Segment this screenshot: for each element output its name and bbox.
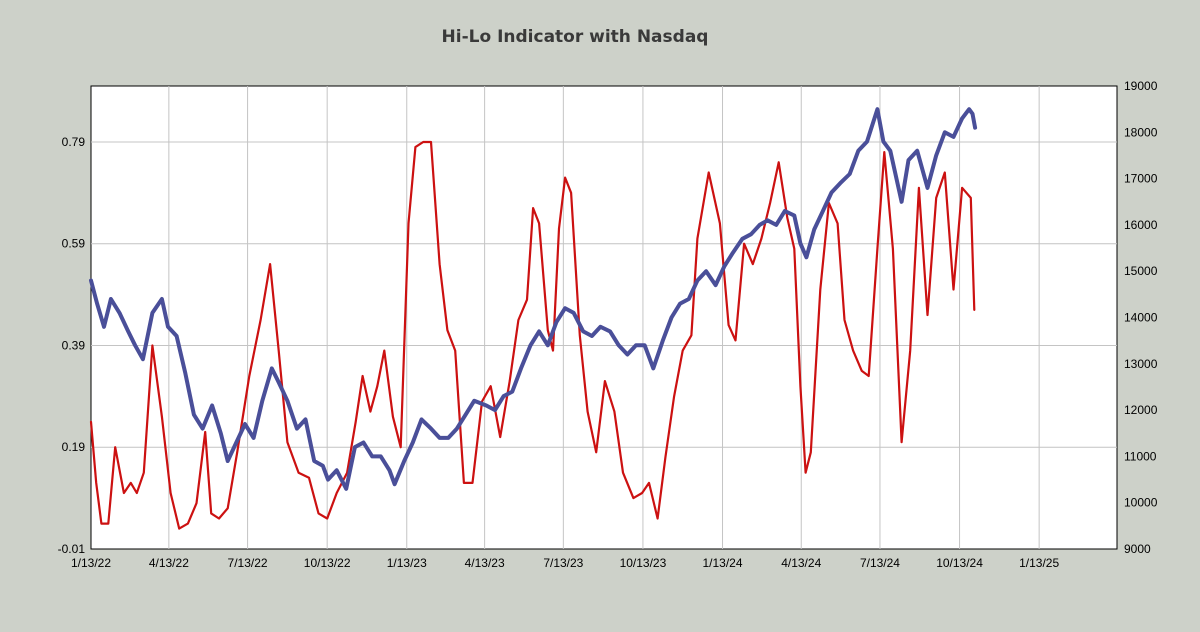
y-left-tick-label: 0.39 (62, 338, 86, 352)
y-left-tick-label: 0.79 (62, 135, 86, 149)
hi-lo-indicator-line (89, 140, 976, 530)
y-right-tick-label: 9000 (1124, 542, 1151, 556)
y-right-tick-label: 14000 (1124, 311, 1158, 325)
x-tick-label: 4/13/23 (465, 556, 505, 570)
tick-labels: 1/13/22 4/13/22 7/13/22 10/13/22 1/13/23 4/13… (58, 79, 1158, 570)
x-tick-label: 7/13/24 (860, 556, 900, 570)
y-left-tick-label: -0.01 (58, 542, 86, 556)
nasdaq-line (89, 107, 978, 491)
x-tick-label: 7/13/23 (543, 556, 583, 570)
x-tick-label: 1/13/25 (1019, 556, 1059, 570)
y-right-tick-label: 12000 (1124, 403, 1158, 417)
x-tick-label: 10/13/22 (304, 556, 351, 570)
y-left-tick-label: 0.59 (62, 237, 86, 251)
x-tick-label: 10/13/24 (936, 556, 983, 570)
plot-area (90, 85, 1118, 550)
x-tick-label: 4/13/22 (149, 556, 189, 570)
y-left-tick-label: 0.19 (62, 440, 86, 454)
x-tick-label: 1/13/24 (702, 556, 742, 570)
y-right-tick-label: 16000 (1124, 218, 1158, 232)
series-group (89, 107, 978, 530)
x-tick-label: 1/13/22 (71, 556, 111, 570)
x-tick-label: 10/13/23 (620, 556, 667, 570)
y-right-tick-label: 11000 (1124, 449, 1157, 463)
x-tick-label: 7/13/22 (228, 556, 268, 570)
chart-title: Hi-Lo Indicator with Nasdaq (441, 27, 709, 47)
gridlines (91, 86, 1117, 549)
y-right-tick-label: 19000 (1124, 79, 1158, 93)
y-right-tick-label: 10000 (1124, 496, 1158, 510)
y-right-tick-label: 13000 (1124, 357, 1158, 371)
y-right-tick-label: 17000 (1124, 172, 1158, 186)
y-right-tick-label: 18000 (1124, 125, 1158, 139)
y-right-tick-label: 15000 (1124, 264, 1158, 278)
x-tick-label: 1/13/23 (387, 556, 427, 570)
x-tick-label: 4/13/24 (781, 556, 821, 570)
